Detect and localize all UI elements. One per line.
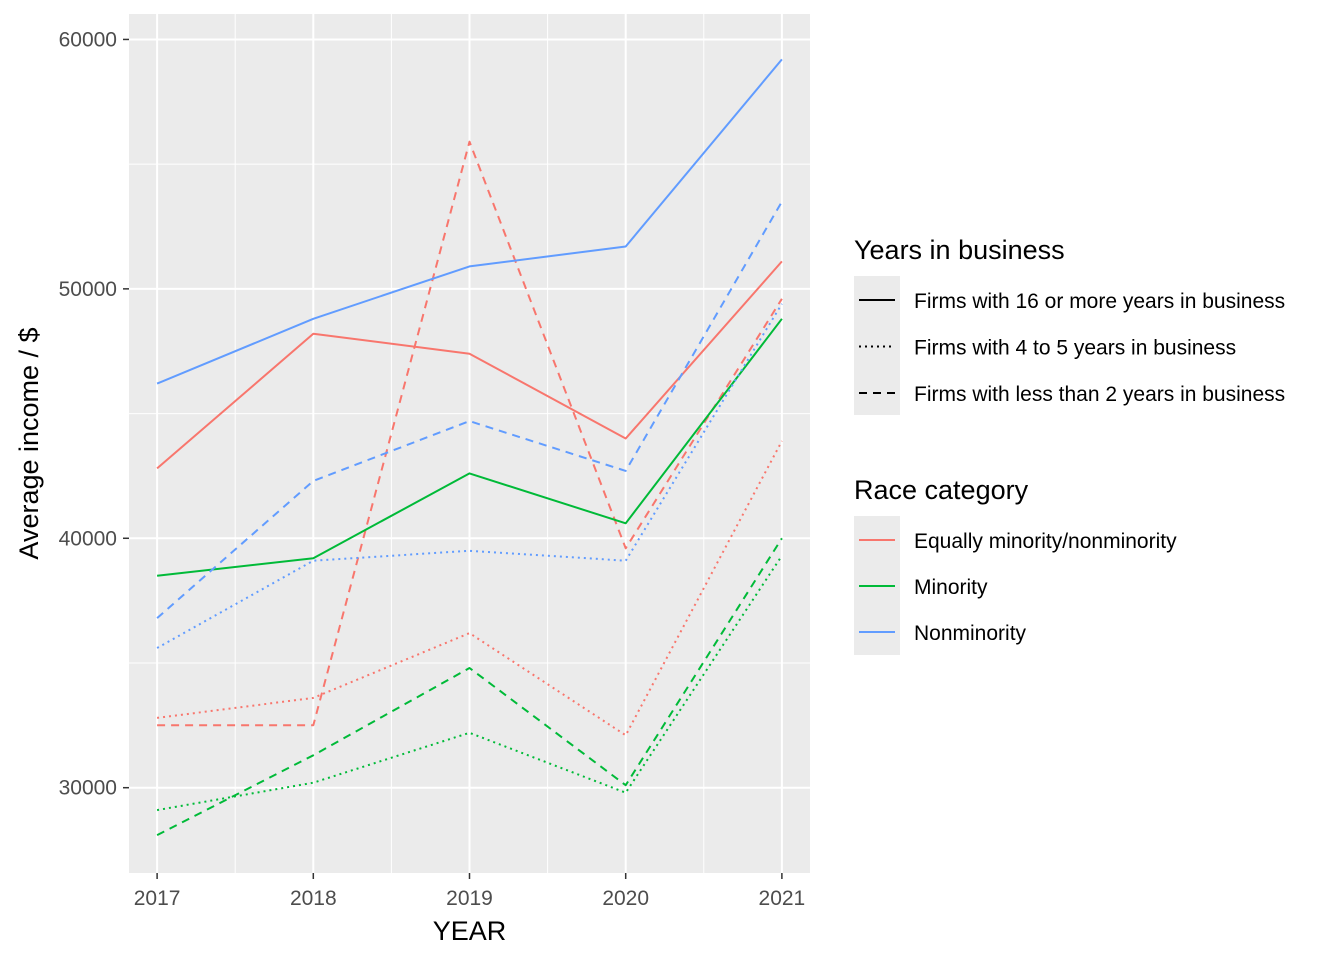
series-line — [156, 318, 783, 577]
series-line — [156, 537, 783, 836]
series-line — [156, 440, 783, 737]
y-tick-label: 40000 — [59, 527, 117, 550]
legend-label: Equally minority/nonminority — [914, 530, 1177, 553]
legend-label: Firms with 16 or more years in business — [914, 290, 1285, 313]
legend-label: Firms with less than 2 years in business — [914, 383, 1285, 406]
legend-label: Firms with 4 to 5 years in business — [914, 337, 1236, 360]
legend-label: Nonminority — [914, 622, 1027, 645]
series-lines — [156, 58, 783, 836]
legend-years-in-business: Years in business Firms with 16 or more … — [854, 235, 1285, 415]
x-axis: 2017 2018 2019 2020 2021 — [134, 873, 805, 910]
x-tick-label: 2017 — [134, 887, 181, 910]
y-tick-label: 50000 — [59, 278, 117, 301]
y-axis-title: Average income / $ — [14, 327, 44, 559]
y-tick-label: 60000 — [59, 28, 117, 51]
grid-lines — [129, 14, 810, 873]
series-line — [156, 58, 783, 385]
series-line — [157, 140, 783, 727]
x-tick-label: 2018 — [290, 887, 337, 910]
legend-label: Minority — [914, 576, 988, 599]
x-tick-label: 2019 — [446, 887, 493, 910]
y-tick-label: 30000 — [59, 777, 117, 800]
legend-title-years-in-business: Years in business — [854, 235, 1065, 265]
x-tick-label: 2021 — [759, 887, 806, 910]
legend-race-category: Race category Equally minority/nonminori… — [854, 475, 1177, 655]
legend-title-race-category: Race category — [854, 475, 1029, 505]
y-axis: 30000 40000 50000 60000 — [59, 28, 129, 800]
x-axis-title: YEAR — [433, 916, 507, 946]
x-tick-label: 2020 — [602, 887, 649, 910]
